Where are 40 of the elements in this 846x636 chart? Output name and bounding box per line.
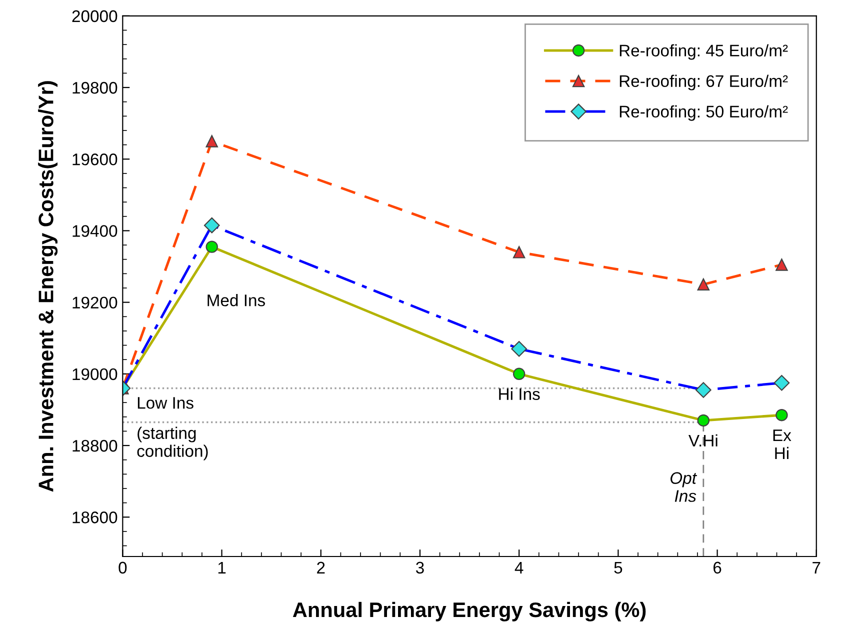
- x-tick-label: 4: [514, 562, 524, 574]
- annotation: V.Hi: [688, 434, 718, 446]
- x-tick-label: 6: [714, 562, 722, 574]
- legend-label: Re-roofing: 67 Euro/m²: [620, 74, 788, 90]
- annotation: Low Ins: [138, 397, 194, 409]
- point: [512, 246, 526, 258]
- annotation: Ex Hi: [773, 430, 792, 460]
- point: [512, 368, 526, 380]
- y-tick-label: 18600: [72, 512, 118, 524]
- y-tick-label: 19800: [72, 82, 118, 94]
- x-tick-label: 1: [218, 562, 226, 574]
- y-tick-label: 18800: [72, 440, 118, 452]
- x-tick-label: 5: [614, 562, 622, 574]
- point: [206, 135, 218, 148]
- x-tick-label: 0: [118, 562, 127, 574]
- point: [695, 382, 712, 398]
- annotation: Hi Ins: [499, 388, 540, 400]
- y-tick-label: 19000: [72, 368, 118, 380]
- point: [776, 258, 788, 271]
- x-tick-label: 7: [812, 562, 820, 574]
- point: [511, 340, 528, 357]
- point: [204, 217, 220, 234]
- x-tick-label: 2: [317, 562, 325, 574]
- annotation: (starting condition): [137, 426, 208, 460]
- legend-label: Re-roofing: 45 Euro/m²: [620, 44, 788, 60]
- annotation: Med Ins: [208, 294, 265, 306]
- y-tick-label: 20000: [72, 10, 118, 22]
- point: [774, 374, 790, 391]
- point: [206, 240, 218, 253]
- x-axis-title: Annual Primary Energy Savings (%): [292, 602, 646, 622]
- y-axis-title: Ann. Investment & Energy Costs(Euro/Yr): [38, 81, 58, 492]
- x-tick-label: 3: [416, 562, 424, 574]
- point: [776, 408, 788, 422]
- legend-label: Re-roofing: 50 Euro/m²: [620, 105, 788, 121]
- y-tick-label: 19200: [72, 296, 118, 309]
- y-tick-label: 19400: [72, 225, 118, 237]
- point: [697, 414, 710, 427]
- y-tick-label: 19600: [72, 154, 118, 166]
- point: [697, 278, 710, 291]
- ref-line-label: Opt Ins: [670, 472, 698, 502]
